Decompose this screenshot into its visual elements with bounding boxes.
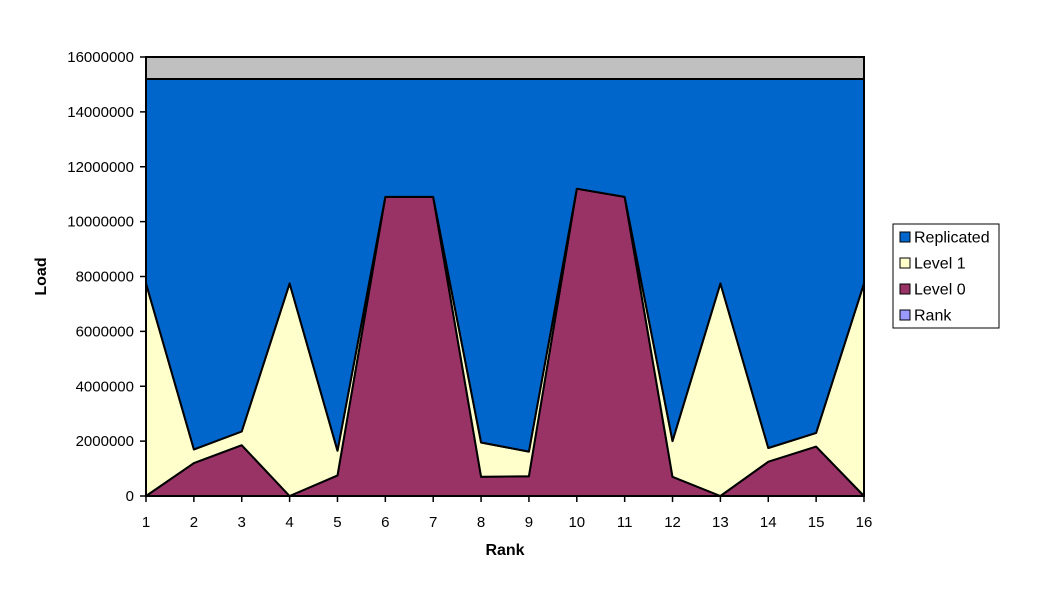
x-tick-label: 7 (429, 514, 437, 531)
y-tick-label: 10000000 (67, 214, 134, 231)
legend: Replicated Level 1 Level 0 Rank (892, 223, 1000, 329)
x-tick-label: 14 (760, 514, 777, 531)
legend-swatch-replicated (899, 231, 911, 243)
x-tick-label: 6 (381, 514, 389, 531)
legend-label-level-1: Level 1 (914, 256, 966, 273)
x-axis: 1 2 3 4 5 6 7 8 9 10 11 12 13 14 15 16 (142, 496, 873, 531)
x-tick-label: 8 (477, 514, 485, 531)
legend-label-rank: Rank (914, 308, 952, 325)
y-axis-title: Load (33, 257, 50, 295)
x-tick-label: 15 (808, 514, 825, 531)
x-tick-label: 12 (664, 514, 681, 531)
x-tick-label: 16 (856, 514, 873, 531)
x-tick-label: 10 (568, 514, 585, 531)
legend-label-level-0: Level 0 (914, 282, 966, 299)
area-replicated (145, 78, 865, 453)
legend-swatch-level-1 (899, 257, 911, 269)
y-axis: 0 2000000 4000000 6000000 8000000 10000000 120… (67, 49, 146, 505)
y-tick-label: 4000000 (76, 378, 134, 395)
legend-box (892, 223, 1000, 329)
y-tick-label: 12000000 (67, 159, 134, 176)
legend-swatch-rank (899, 309, 911, 321)
x-tick-label: 5 (333, 514, 341, 531)
x-tick-label: 3 (238, 514, 246, 531)
legend-label-replicated: Replicated (914, 230, 990, 247)
y-tick-label: 8000000 (76, 269, 134, 286)
x-tick-label: 1 (142, 514, 150, 531)
x-tick-label: 13 (712, 514, 729, 531)
y-tick-label: 16000000 (67, 49, 134, 66)
area-series-group (145, 56, 865, 497)
y-tick-label: 0 (126, 488, 134, 505)
x-tick-label: 9 (525, 514, 533, 531)
x-tick-label: 11 (617, 514, 633, 531)
y-tick-label: 6000000 (76, 323, 134, 340)
y-tick-label: 2000000 (76, 433, 134, 450)
x-tick-label: 2 (190, 514, 198, 531)
y-tick-label: 14000000 (67, 104, 134, 121)
legend-swatch-level-0 (899, 283, 911, 295)
x-tick-label: 4 (285, 514, 293, 531)
area-top-band (145, 56, 865, 80)
x-axis-title: Rank (485, 542, 524, 559)
